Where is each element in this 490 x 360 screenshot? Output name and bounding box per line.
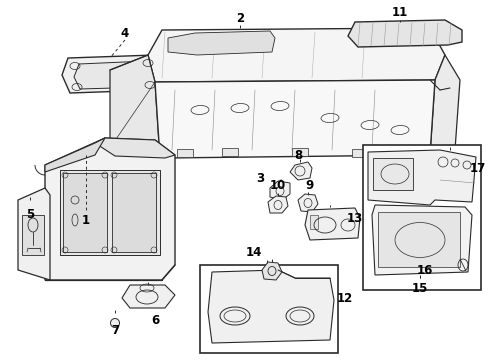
Text: 6: 6 — [151, 314, 159, 327]
Polygon shape — [95, 138, 175, 158]
Polygon shape — [74, 61, 153, 89]
Text: 12: 12 — [337, 292, 353, 305]
Polygon shape — [168, 31, 275, 55]
Polygon shape — [270, 181, 290, 200]
Bar — [373, 158, 413, 190]
Bar — [310, 215, 318, 229]
Bar — [292, 148, 308, 156]
Text: 2: 2 — [236, 12, 244, 24]
Text: 4: 4 — [121, 27, 129, 40]
Bar — [363, 145, 481, 290]
Bar — [352, 149, 368, 157]
Text: 9: 9 — [306, 179, 314, 192]
Bar — [60, 170, 160, 255]
Polygon shape — [148, 28, 445, 82]
Text: 16: 16 — [417, 264, 433, 276]
Text: 15: 15 — [412, 282, 428, 294]
Bar — [402, 149, 418, 157]
Bar — [63, 173, 107, 252]
Polygon shape — [305, 208, 360, 240]
Text: 7: 7 — [111, 324, 119, 337]
Polygon shape — [18, 188, 50, 280]
Polygon shape — [155, 80, 435, 158]
Polygon shape — [110, 55, 160, 165]
Polygon shape — [262, 262, 282, 280]
Bar — [177, 149, 193, 157]
Bar — [112, 173, 156, 252]
Polygon shape — [268, 196, 288, 213]
Polygon shape — [430, 55, 460, 160]
Text: 1: 1 — [82, 213, 90, 226]
Bar — [22, 215, 44, 255]
Text: 11: 11 — [392, 5, 408, 18]
Text: 5: 5 — [26, 207, 34, 220]
Polygon shape — [290, 162, 312, 180]
Polygon shape — [45, 138, 175, 280]
Polygon shape — [45, 138, 105, 172]
Polygon shape — [298, 194, 318, 212]
Polygon shape — [348, 20, 462, 47]
Polygon shape — [368, 150, 476, 205]
Text: 14: 14 — [246, 246, 262, 258]
Text: 13: 13 — [347, 212, 363, 225]
Polygon shape — [122, 285, 175, 308]
Bar — [222, 148, 238, 156]
Text: 3: 3 — [256, 171, 264, 185]
Polygon shape — [208, 270, 334, 343]
Polygon shape — [62, 55, 163, 93]
Polygon shape — [372, 205, 472, 275]
Text: 8: 8 — [294, 149, 302, 162]
Text: 10: 10 — [270, 179, 286, 192]
Text: 17: 17 — [470, 162, 486, 175]
Bar — [200, 265, 338, 353]
Bar — [378, 212, 460, 267]
Ellipse shape — [111, 319, 120, 328]
